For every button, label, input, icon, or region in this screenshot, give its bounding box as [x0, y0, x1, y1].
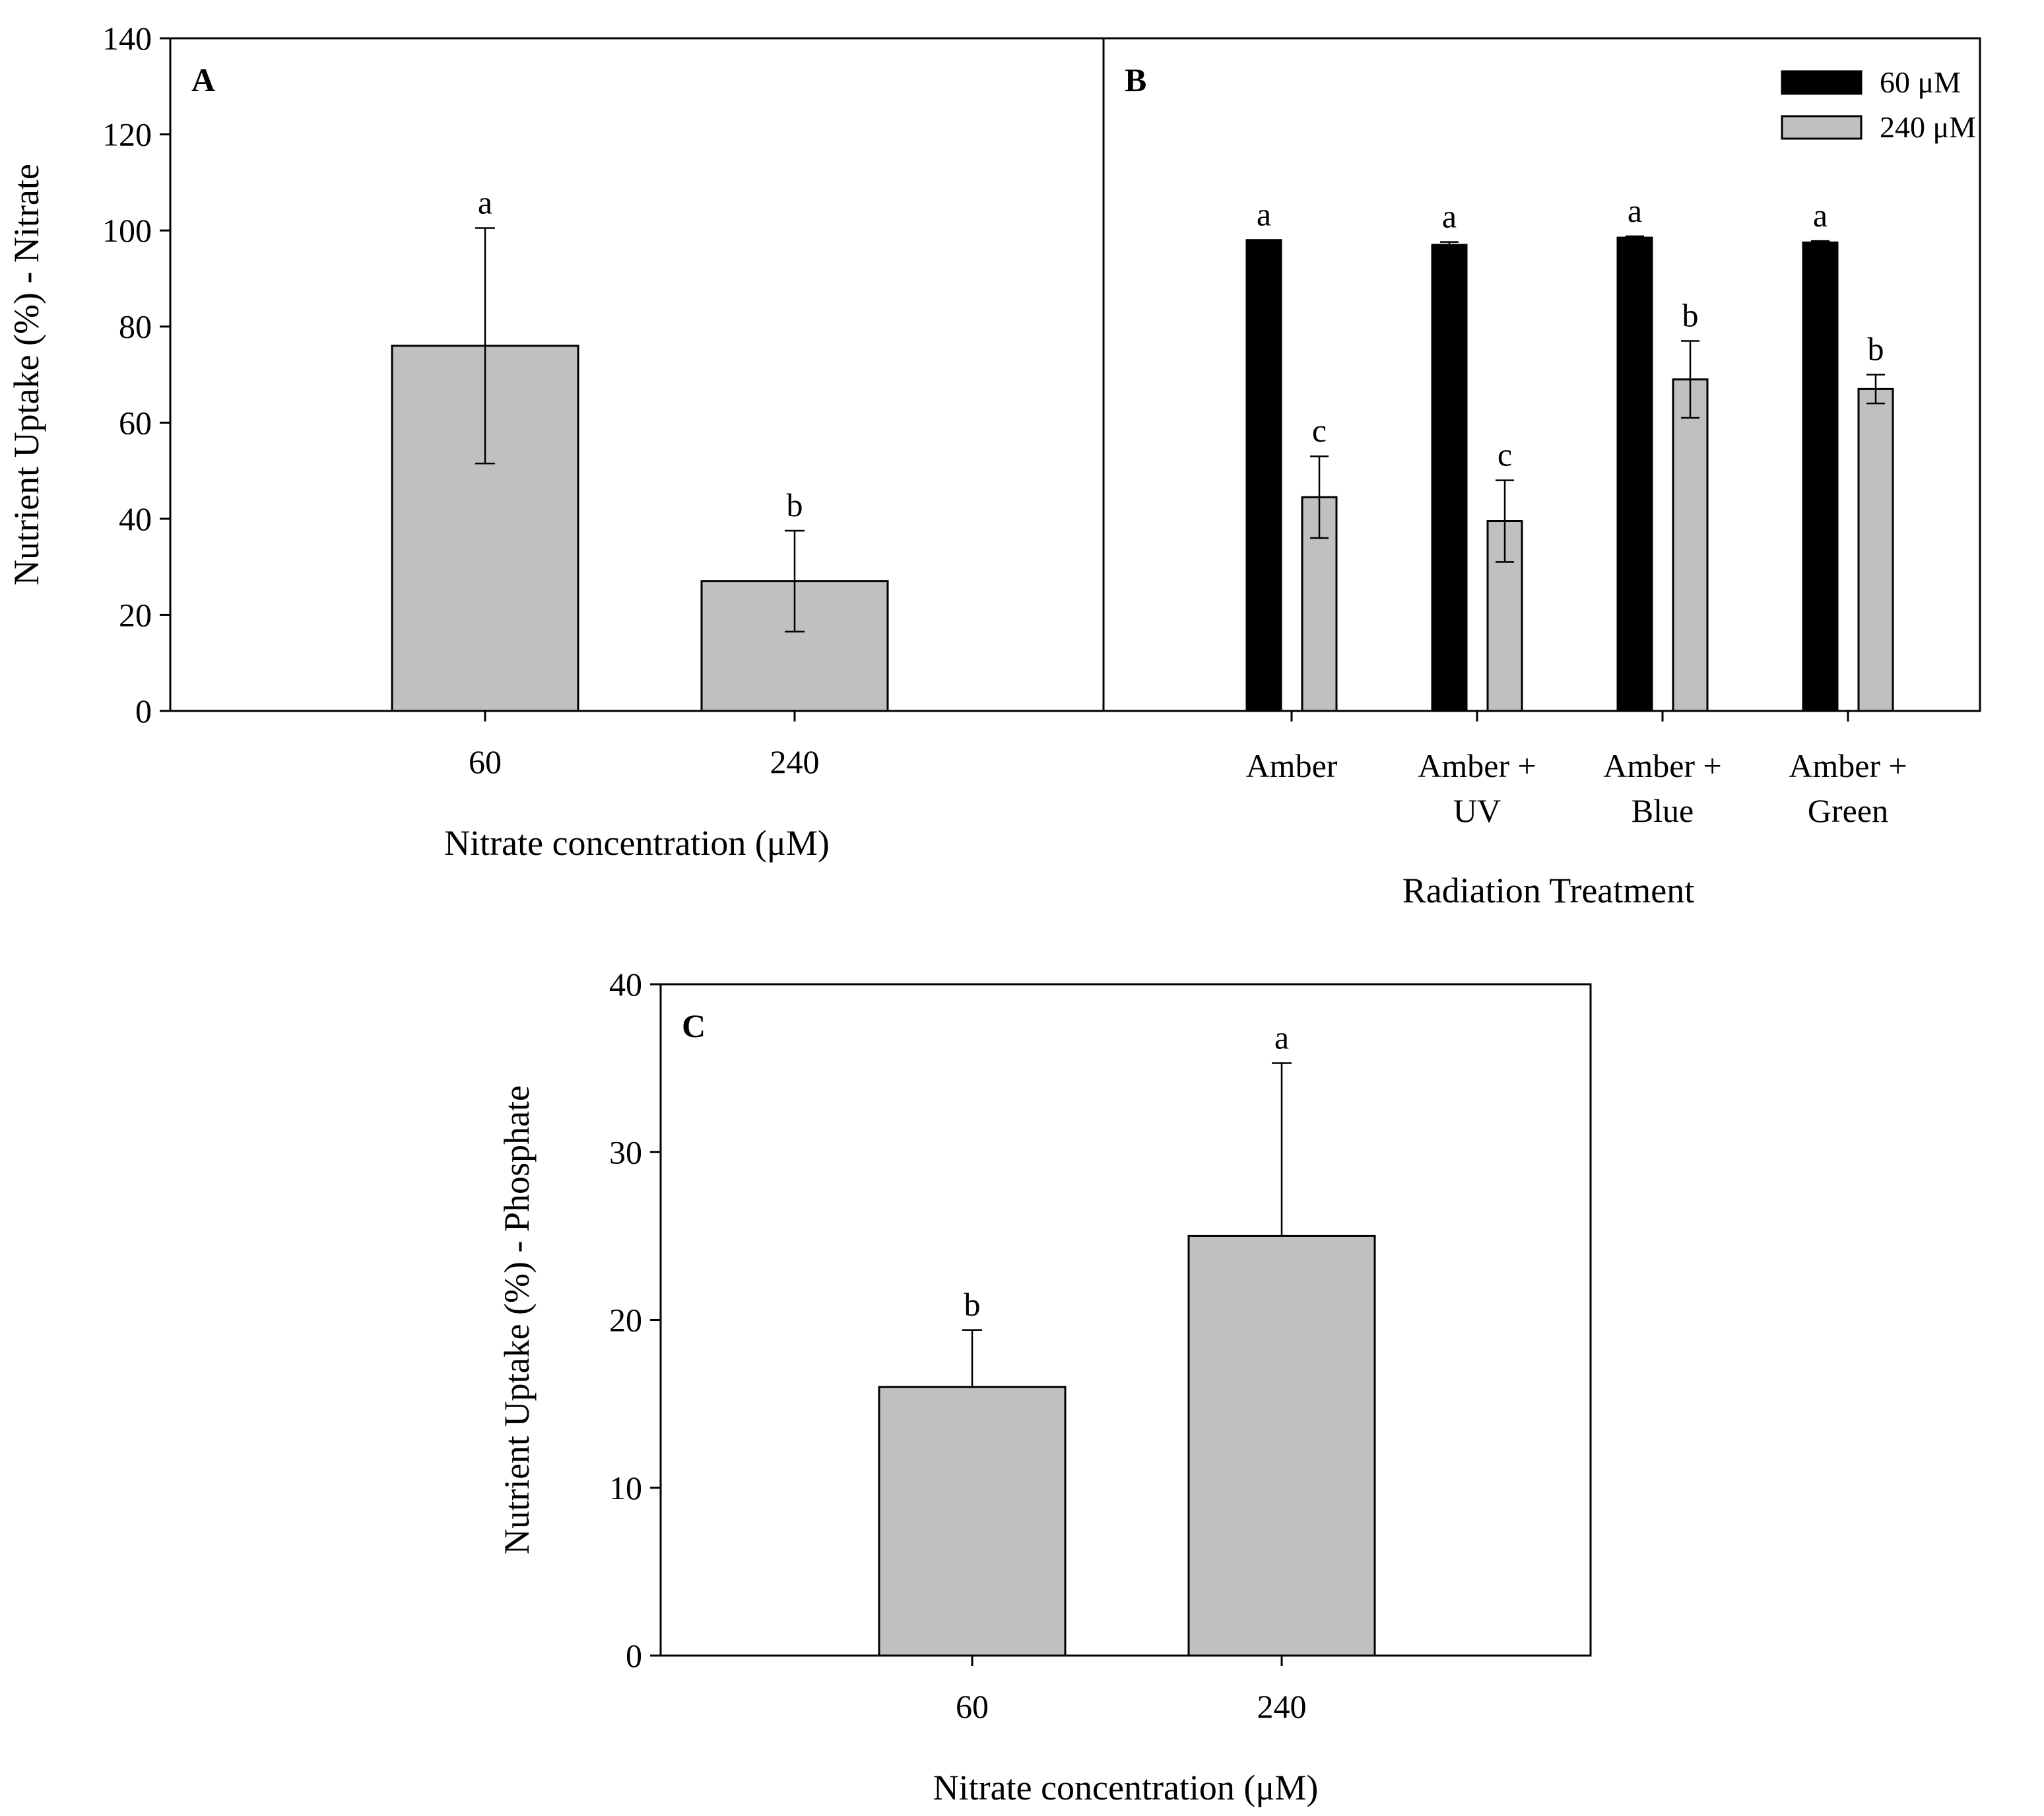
panel-a-y-tick-label: 60	[119, 404, 152, 441]
panel-b-significance-letter: a	[1813, 197, 1828, 234]
panel-b-bar-60-m	[1245, 239, 1282, 712]
panel-a-y-tick-label: 80	[119, 308, 152, 345]
panel-b-significance-letter: c	[1498, 436, 1512, 473]
panel-c-significance-letter: a	[1274, 1019, 1289, 1056]
panel-c-x-category-label: 60	[956, 1688, 989, 1725]
panel-b-legend-label: 240 μM	[1880, 110, 1976, 144]
panel-c-y-tick-label: 40	[609, 966, 642, 1003]
panel-c: 0 10 20 30 40 Nutrient Uptake (%) - Phosphate…	[497, 966, 1592, 1807]
panel-b: B Amber Amber + UV Amber + Blue Amber + Green Ra…	[1102, 37, 1981, 910]
panel-c-y-tick-label: 0	[626, 1637, 642, 1674]
panel-c-x-axis-title: Nitrate concentration (μM)	[933, 1768, 1319, 1807]
panel-b-significance-letter: b	[1682, 297, 1699, 334]
panel-b-x-category-label: Amber +	[1418, 747, 1536, 784]
panel-a-y-tick-label: 20	[119, 596, 152, 633]
panel-a-significance-letter: b	[787, 487, 803, 523]
panel-b-legend-swatch-240-m	[1781, 115, 1863, 140]
panel-b-bar-60-m	[1802, 241, 1839, 712]
panel-b-significance-letter: b	[1868, 331, 1884, 368]
panel-a-y-axis-title: Nutrient Uptake (%) - Nitrate	[7, 164, 46, 586]
panel-a-x-category-label: 60	[469, 743, 502, 780]
panel-b-legend-label: 60 μM	[1880, 65, 1961, 99]
panel-a-y-tick-label: 40	[119, 500, 152, 537]
panel-c-frame	[659, 983, 1592, 1657]
panel-b-legend-swatch-60-m	[1781, 70, 1863, 95]
panel-c-y-tick-label: 30	[609, 1133, 642, 1170]
panel-c-x-category-label: 240	[1257, 1688, 1307, 1725]
panel-a-x-axis-title: Nitrate concentration (μM)	[444, 823, 830, 863]
panel-b-bar-240-m	[1857, 387, 1894, 712]
panel-b-frame	[1102, 37, 1981, 712]
panel-a-frame	[169, 37, 1105, 712]
panel-a-y-tick-label: 140	[102, 20, 152, 57]
panel-b-x-category-label: Amber +	[1603, 747, 1722, 784]
panel-a-y-tick-label: 0	[135, 692, 152, 729]
panel-b-x-category-label: Blue	[1632, 792, 1694, 829]
panel-b-significance-letter: a	[1628, 192, 1642, 229]
panel-b-x-category-label: Amber +	[1789, 747, 1907, 784]
panel-c-y-tick-label: 20	[609, 1302, 642, 1339]
panel-a: 0 20 40 60 80 100 120 140 Nutrient Uptake (%) - …	[7, 20, 1105, 863]
panel-b-bar-240-m	[1672, 378, 1709, 712]
panel-b-significance-letter: a	[1257, 196, 1271, 233]
panel-c-y-axis-title: Nutrient Uptake (%) - Phosphate	[497, 1085, 537, 1555]
panel-a-x-category-label: 240	[770, 743, 820, 780]
panel-a-letter: A	[191, 61, 215, 98]
panel-c-y-tick-label: 10	[609, 1469, 642, 1506]
panel-b-x-category-label: Green	[1808, 792, 1888, 829]
panel-b-significance-letter: c	[1312, 412, 1327, 449]
panel-b-bar-60-m	[1431, 244, 1468, 712]
panel-b-x-category-label: Amber	[1246, 747, 1338, 784]
panel-b-significance-letter: a	[1442, 198, 1457, 235]
panel-a-y-tick-label: 120	[102, 116, 152, 153]
panel-b-letter: B	[1125, 61, 1146, 98]
panel-c-bar-phosphate-uptake	[878, 1386, 1067, 1657]
panel-c-significance-letter: b	[964, 1286, 981, 1323]
panel-a-y-tick-label: 100	[102, 212, 152, 249]
panel-b-x-category-label: UV	[1453, 792, 1501, 829]
panel-c-letter: C	[682, 1007, 706, 1044]
panel-b-x-axis-title: Radiation Treatment	[1402, 871, 1694, 910]
panel-a-significance-letter: a	[478, 184, 492, 221]
panel-b-bar-60-m	[1616, 236, 1653, 712]
panel-c-bar-phosphate-uptake	[1187, 1234, 1376, 1657]
